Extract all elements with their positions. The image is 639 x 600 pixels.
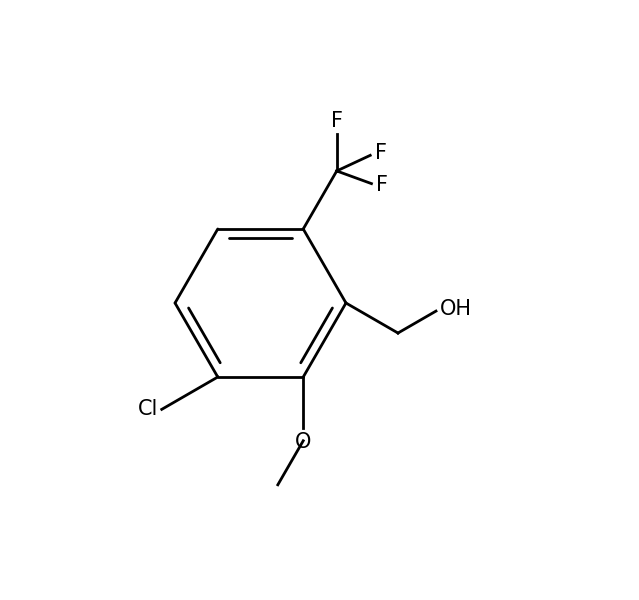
Text: F: F xyxy=(375,143,387,163)
Text: O: O xyxy=(295,433,311,452)
Text: OH: OH xyxy=(440,299,472,319)
Text: Cl: Cl xyxy=(137,400,158,419)
Text: F: F xyxy=(376,175,388,196)
Text: F: F xyxy=(331,111,343,131)
